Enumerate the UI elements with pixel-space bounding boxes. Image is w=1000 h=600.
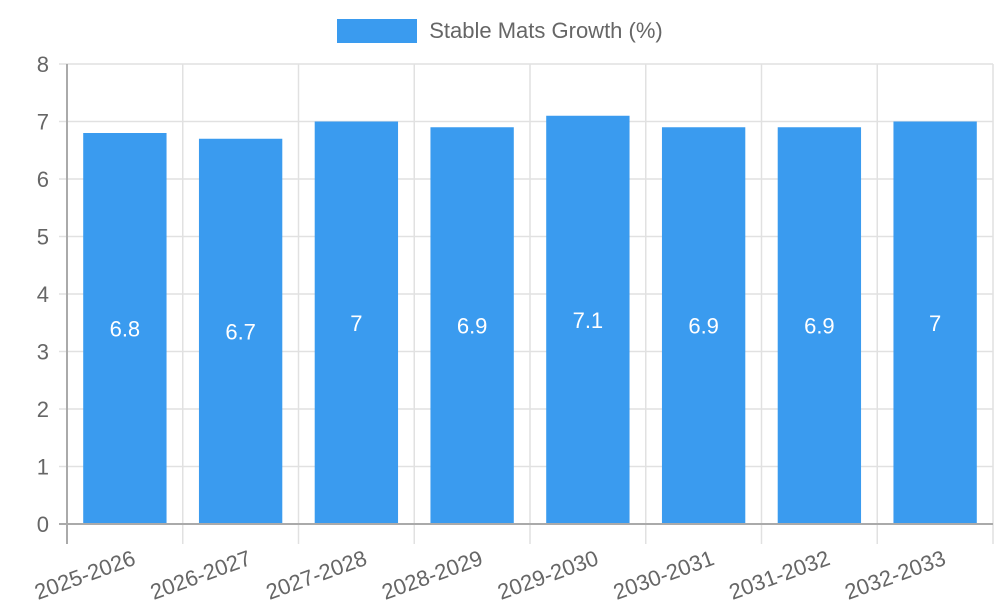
axes xyxy=(59,64,993,544)
x-tick-label: 2028-2029 xyxy=(378,545,485,600)
x-tick-label: 2025-2026 xyxy=(31,545,138,600)
x-axis-ticks: 2025-2026 2026-2027 2027-2028 2028-2029 2029… xyxy=(31,545,949,600)
bar-2025-2026[interactable] xyxy=(83,133,167,524)
bars xyxy=(83,115,977,525)
y-tick-label: 6 xyxy=(37,167,49,192)
y-tick-label: 5 xyxy=(37,225,49,250)
x-tick-label: 2026-2027 xyxy=(147,545,254,600)
x-tick-label: 2030-2031 xyxy=(610,545,717,600)
data-label: 7 xyxy=(929,311,941,336)
x-tick-label: 2031-2032 xyxy=(726,545,833,600)
data-label: 6.7 xyxy=(225,319,256,344)
y-tick-label: 2 xyxy=(37,397,49,422)
x-tick-label: 2032-2033 xyxy=(841,545,948,600)
data-label: 6.9 xyxy=(804,314,835,339)
y-tick-label: 3 xyxy=(37,340,49,365)
chart-legend: Stable Mats Growth (%) xyxy=(0,18,1000,44)
data-label: 6.9 xyxy=(457,314,488,339)
legend-label: Stable Mats Growth (%) xyxy=(429,18,663,43)
data-labels: 6.8 6.7 7 6.9 7.1 6.9 6.9 7 xyxy=(110,308,942,345)
bar-2031-2032[interactable] xyxy=(777,127,862,524)
bar-2032-2033[interactable] xyxy=(893,121,977,525)
bar-2027-2028[interactable] xyxy=(314,121,399,525)
y-tick-label: 7 xyxy=(37,110,49,135)
bar-2029-2030[interactable] xyxy=(546,115,630,524)
data-label: 6.8 xyxy=(110,317,141,342)
x-tick-label: 2029-2030 xyxy=(494,545,601,600)
y-tick-label: 4 xyxy=(37,282,49,307)
y-axis-ticks: 0 1 2 3 4 5 6 7 8 xyxy=(37,52,49,537)
y-tick-label: 8 xyxy=(37,52,49,77)
bar-2028-2029[interactable] xyxy=(430,127,514,524)
data-label: 7 xyxy=(350,311,362,336)
data-label: 6.9 xyxy=(688,314,719,339)
bar-2030-2031[interactable] xyxy=(661,127,746,524)
x-tick-label: 2027-2028 xyxy=(263,545,370,600)
data-label: 7.1 xyxy=(573,308,604,333)
bar-2026-2027[interactable] xyxy=(198,138,283,524)
y-tick-label: 0 xyxy=(37,512,49,537)
legend-swatch[interactable] xyxy=(337,19,418,43)
y-tick-label: 1 xyxy=(37,455,49,480)
